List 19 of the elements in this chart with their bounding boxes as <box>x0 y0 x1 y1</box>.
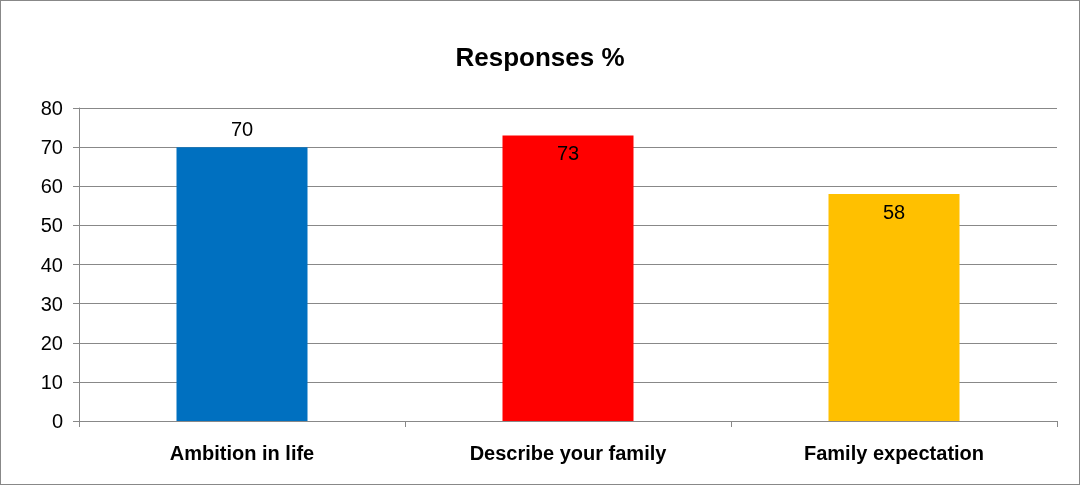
y-tick-label: 0 <box>51 410 63 432</box>
data-label: 58 <box>882 201 906 224</box>
bar <box>828 194 960 421</box>
data-label: 73 <box>556 142 580 165</box>
bar <box>502 135 634 421</box>
y-tick-label: 80 <box>40 97 63 119</box>
data-label: 70 <box>230 118 254 141</box>
y-tick-label: 70 <box>40 136 63 159</box>
y-tick-label: 60 <box>40 175 63 198</box>
y-tick-label: 30 <box>40 292 63 315</box>
x-tick-label: Describe your family <box>469 442 668 464</box>
x-tick-label: Ambition in life <box>169 442 315 464</box>
y-tick-label: 50 <box>40 214 63 237</box>
bar <box>176 147 308 421</box>
x-tick-label: Family expectation <box>803 442 985 464</box>
y-tick-label: 10 <box>40 370 63 393</box>
y-tick-label: 40 <box>40 253 63 276</box>
chart-title: Responses % <box>455 42 625 72</box>
y-tick-label: 20 <box>40 331 63 354</box>
